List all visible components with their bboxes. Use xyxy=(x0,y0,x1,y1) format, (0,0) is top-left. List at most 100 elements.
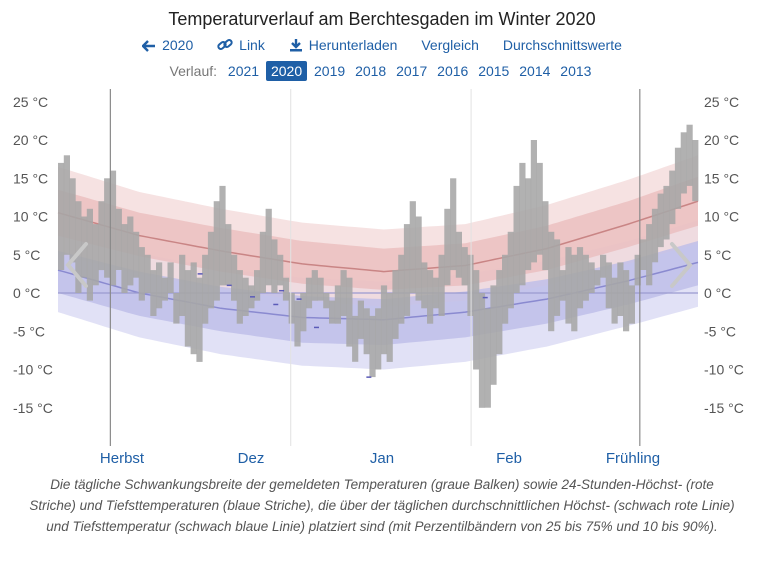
year-2014[interactable]: 2014 xyxy=(519,63,551,79)
daily-range-bar xyxy=(484,308,491,408)
daily-range-bar xyxy=(559,270,566,301)
averages-link[interactable]: Durchschnittswerte xyxy=(502,37,622,53)
y-tick-label-left: 25 °C xyxy=(13,94,48,110)
y-tick-label-left: -15 °C xyxy=(13,400,53,416)
daily-range-bar xyxy=(282,277,290,301)
y-tick-label-right: 15 °C xyxy=(704,170,739,186)
y-tick-label-right: -5 °C xyxy=(704,323,736,339)
daily-range-bar xyxy=(502,254,509,324)
daily-range-bar xyxy=(392,270,399,339)
daily-range-bar xyxy=(352,315,359,362)
download-button[interactable]: Herunterladen xyxy=(289,37,398,53)
daily-range-bar xyxy=(115,208,122,270)
year-2016[interactable]: 2016 xyxy=(437,63,469,79)
daily-range-bar xyxy=(565,247,572,324)
daily-range-bar xyxy=(450,178,457,271)
daily-range-bar xyxy=(329,300,336,324)
daily-range-bar xyxy=(588,262,595,293)
daily-range-bar xyxy=(300,293,307,332)
daily-range-bar xyxy=(271,239,278,293)
daily-range-bar xyxy=(317,277,324,301)
daily-range-bar xyxy=(432,277,439,309)
daily-range-bar xyxy=(403,224,411,316)
daily-range-bar xyxy=(196,277,203,362)
download-label: Herunterladen xyxy=(308,37,398,53)
daily-range-bar xyxy=(202,254,209,324)
daily-range-bar xyxy=(190,262,197,355)
daily-range-bar xyxy=(311,270,318,301)
daily-range-bar xyxy=(375,308,382,370)
daily-range-bar xyxy=(144,254,151,294)
daily-range-bar xyxy=(507,231,514,309)
daily-range-bar xyxy=(104,178,111,278)
daily-range-bar xyxy=(259,231,266,293)
daily-range-bar xyxy=(674,147,682,209)
compare-link[interactable]: Vergleich xyxy=(421,37,479,53)
daily-range-bar xyxy=(461,247,468,286)
y-tick-label-right: 10 °C xyxy=(704,209,739,225)
chart-caption: Die tägliche Schwankungsbreite der gemel… xyxy=(29,477,735,534)
daily-range-bar xyxy=(179,254,186,316)
daily-range-bar xyxy=(421,262,428,309)
daily-range-bar xyxy=(427,270,434,324)
daily-range-bar xyxy=(109,170,117,286)
daily-range-bar xyxy=(288,293,295,324)
daily-range-bar xyxy=(127,216,134,286)
daily-range-bar xyxy=(156,262,163,309)
next-arrow-button[interactable] xyxy=(666,240,696,290)
back-button[interactable]: 2020 xyxy=(141,37,193,53)
y-tick-label-right: -10 °C xyxy=(704,362,744,378)
year-selector-label: Verlauf: xyxy=(169,63,218,79)
y-tick-label-right: -15 °C xyxy=(704,400,744,416)
x-month-label: Feb xyxy=(496,450,522,467)
daily-range-bar xyxy=(582,254,589,301)
previous-arrow-button[interactable] xyxy=(62,240,92,290)
daily-range-bar xyxy=(334,285,341,324)
year-2021[interactable]: 2021 xyxy=(227,63,260,79)
daily-range-bar xyxy=(340,270,347,316)
daily-range-bar xyxy=(513,185,520,293)
year-2015[interactable]: 2015 xyxy=(478,63,510,79)
daily-range-bar xyxy=(75,201,82,293)
y-tick-label-left: 5 °C xyxy=(13,247,40,263)
link-button[interactable]: Link xyxy=(217,37,265,53)
link-icon xyxy=(217,39,233,50)
year-2018[interactable]: 2018 xyxy=(355,63,387,79)
daily-range-bar xyxy=(398,254,405,324)
daily-range-bar xyxy=(265,208,272,286)
daily-range-bar xyxy=(634,254,641,286)
daily-range-bar xyxy=(173,293,180,324)
y-tick-label-left: 20 °C xyxy=(13,132,48,148)
daily-range-bar xyxy=(184,270,191,347)
daily-range-bar xyxy=(386,293,393,362)
daily-range-bar xyxy=(254,270,261,301)
daily-range-bar xyxy=(617,262,624,316)
daily-range-bar xyxy=(63,155,70,255)
y-tick-label-left: 10 °C xyxy=(13,209,48,225)
x-month-label: Dez xyxy=(238,450,265,467)
daily-range-bar xyxy=(207,231,215,309)
year-2019[interactable]: 2019 xyxy=(314,63,346,79)
daily-range-bar xyxy=(605,262,612,309)
year-2013[interactable]: 2013 xyxy=(560,63,592,79)
daily-range-bar xyxy=(651,208,659,263)
daily-range-bar xyxy=(657,193,664,248)
daily-range-bar xyxy=(496,270,503,355)
year-2017[interactable]: 2017 xyxy=(396,63,428,79)
daily-range-bar xyxy=(121,224,128,293)
daily-range-bar xyxy=(86,208,93,301)
daily-range-bar xyxy=(536,162,543,255)
daily-range-bar xyxy=(576,247,584,309)
daily-range-bar xyxy=(467,254,474,316)
x-month-label: Herbst xyxy=(100,450,145,467)
daily-range-bar xyxy=(231,254,238,301)
daily-range-bar xyxy=(305,277,313,309)
chevron-right-icon xyxy=(670,242,693,288)
daily-range-bar xyxy=(369,315,376,378)
daily-range-bar xyxy=(686,124,693,186)
daily-range-bar xyxy=(530,140,537,263)
daily-range-bar xyxy=(473,270,480,370)
year-2020[interactable]: 2020 xyxy=(265,61,308,81)
daily-range-bar xyxy=(161,277,168,301)
daily-range-bar xyxy=(409,201,416,293)
